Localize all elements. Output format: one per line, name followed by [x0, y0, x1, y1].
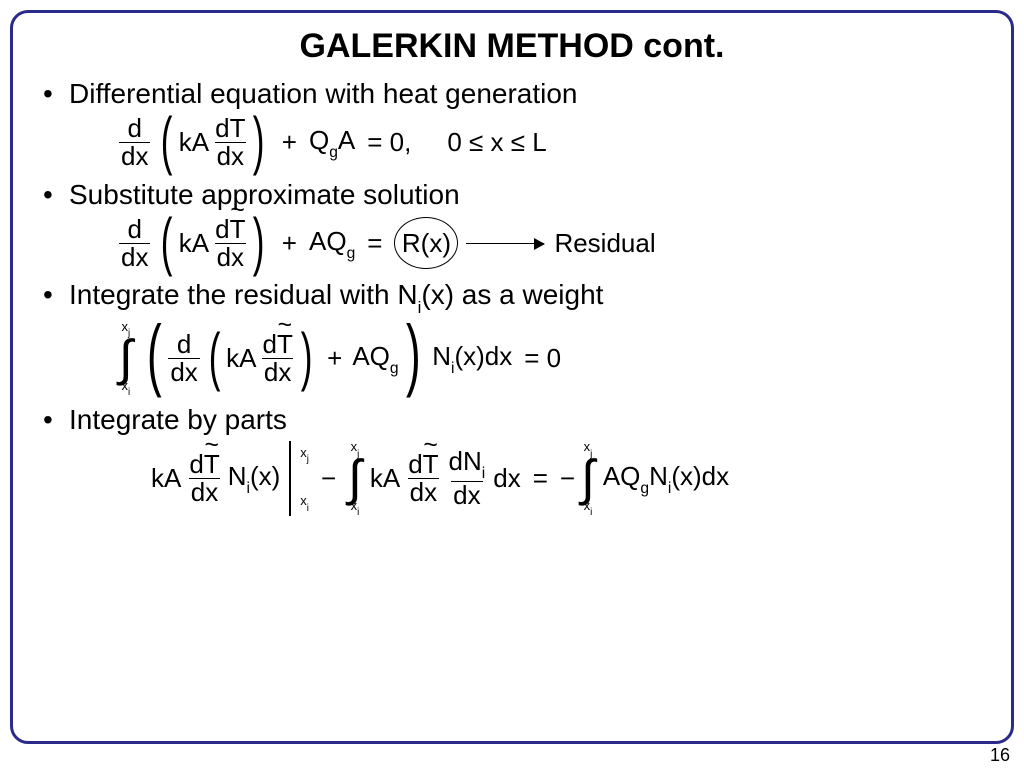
- eq1-dTdx: dT dx: [213, 115, 247, 171]
- eq4-kA-2: kA: [370, 463, 400, 494]
- slide-frame: GALERKIN METHOD cont. Differential equat…: [10, 10, 1014, 744]
- page-number: 16: [990, 745, 1010, 766]
- eq4-dTdx-1: dT dx: [187, 451, 221, 507]
- eq3-Ni: Ni(x)dx: [432, 341, 512, 376]
- arrow-icon: [466, 243, 544, 245]
- eq4-kA-1: kA: [151, 463, 181, 494]
- eq2-ddx: d dx: [119, 216, 150, 272]
- eq2-dTdx: dT dx: [213, 216, 247, 272]
- bullet-1: Differential equation with heat generati…: [41, 76, 983, 111]
- eq4-dTdx-2: dT dx: [406, 451, 440, 507]
- eq2-AQg: AQg: [309, 226, 355, 261]
- bullet-list: Differential equation with heat generati…: [41, 76, 983, 111]
- eq4-Ni-1: Ni(x): [228, 461, 281, 496]
- bullet-2: Substitute approximate solution: [41, 177, 983, 212]
- slide-title: GALERKIN METHOD cont.: [41, 27, 983, 66]
- eq4-AQgNi: AQgNi(x)dx: [603, 461, 729, 496]
- eq4-dx-1: dx: [493, 463, 520, 494]
- eq4-minus-2: −: [560, 463, 575, 494]
- eq3-outer-paren: ( d dx ( kA dT dx: [141, 326, 427, 390]
- eq3-eqzero: = 0: [518, 343, 567, 374]
- bullet-4: Integrate by parts: [41, 402, 983, 437]
- equation-4: kA dT dx Ni(x) xj xi − xj ∫ xi kA dT d: [151, 441, 983, 516]
- eq2-residual-label: Residual: [554, 228, 655, 259]
- eq4-minus-1: −: [315, 463, 342, 494]
- eq2-kA: kA: [179, 228, 209, 259]
- equation-2: d dx ( kA dT dx ) + AQg = R(x): [119, 216, 983, 272]
- equation-1: d dx ( kA dT dx ) + QgA = 0, 0 ≤ x: [119, 115, 983, 171]
- eq1-kA: kA: [179, 127, 209, 158]
- equation-3: xj ∫ xi ( d dx ( kA dT: [119, 321, 983, 396]
- eq2-paren: ( kA dT dx ): [156, 216, 269, 272]
- eq4-integral-1: xj ∫ xi: [348, 441, 362, 516]
- eq2-Rx: R(x): [402, 228, 451, 259]
- eq4-evalbar: [289, 441, 291, 516]
- eq1-paren: ( kA dT dx ): [156, 115, 269, 171]
- eq4-eval-limits: xj xi: [300, 443, 309, 515]
- eq4-integral-2: xj ∫ xi: [581, 441, 595, 516]
- eq1-QgA: QgA: [309, 125, 355, 160]
- eq1-domain: 0 ≤ x ≤ L: [447, 127, 546, 158]
- bullet-3: Integrate the residual with Ni(x) as a w…: [41, 277, 983, 317]
- eq1-eqzero: = 0,: [361, 127, 417, 158]
- eq1-ddx: d dx: [119, 115, 150, 171]
- eq2-plus: +: [276, 228, 303, 259]
- eq4-dNidx: dNi dx: [447, 448, 488, 509]
- eq3-integral: xj ∫ xi: [119, 321, 133, 396]
- eq1-plus: +: [276, 127, 303, 158]
- eq2-residual-circle: R(x): [394, 217, 458, 269]
- eq2-eq: =: [361, 228, 388, 259]
- eq4-equals: =: [527, 463, 554, 494]
